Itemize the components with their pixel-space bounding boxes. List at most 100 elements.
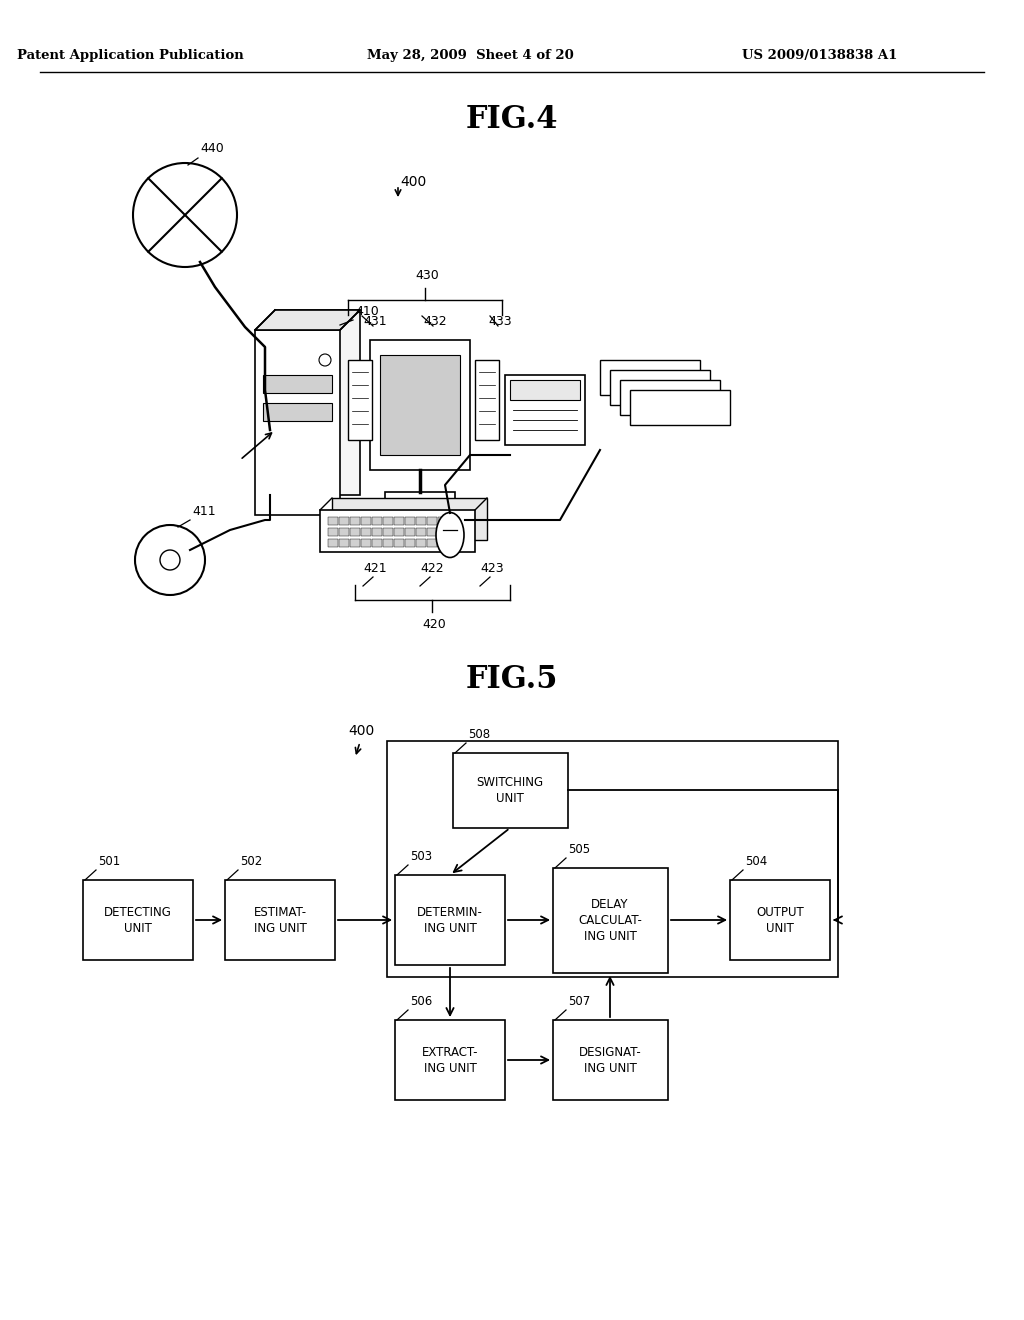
Text: 411: 411 xyxy=(193,506,216,517)
Bar xyxy=(394,517,404,525)
Bar xyxy=(394,539,404,546)
Text: FIG.5: FIG.5 xyxy=(466,664,558,696)
Bar xyxy=(372,517,382,525)
Bar xyxy=(600,360,700,395)
Bar xyxy=(427,528,437,536)
Text: 440: 440 xyxy=(200,143,224,154)
Bar xyxy=(416,539,426,546)
Bar xyxy=(427,517,437,525)
Bar xyxy=(328,528,338,536)
Bar xyxy=(510,380,580,400)
Text: 504: 504 xyxy=(745,855,767,869)
Text: 433: 433 xyxy=(488,315,512,327)
Bar xyxy=(438,517,449,525)
Bar xyxy=(339,517,349,525)
Text: 430: 430 xyxy=(415,269,439,282)
Text: Patent Application Publication: Patent Application Publication xyxy=(16,49,244,62)
Bar xyxy=(406,539,415,546)
Text: DELAY
CALCULAT-
ING UNIT: DELAY CALCULAT- ING UNIT xyxy=(579,898,642,942)
Text: May 28, 2009  Sheet 4 of 20: May 28, 2009 Sheet 4 of 20 xyxy=(367,49,573,62)
Bar xyxy=(328,539,338,546)
Bar xyxy=(263,403,332,421)
Text: US 2009/0138838 A1: US 2009/0138838 A1 xyxy=(742,49,898,62)
Bar xyxy=(383,517,393,525)
Bar xyxy=(406,517,415,525)
Text: 505: 505 xyxy=(568,843,590,855)
Text: FIG.4: FIG.4 xyxy=(466,104,558,136)
Text: 400: 400 xyxy=(400,176,426,189)
Bar xyxy=(350,517,360,525)
Bar xyxy=(83,880,193,960)
Bar xyxy=(427,539,437,546)
Bar xyxy=(339,539,349,546)
Bar xyxy=(350,539,360,546)
Bar xyxy=(361,517,371,525)
Text: 421: 421 xyxy=(364,562,387,576)
Bar xyxy=(395,875,505,965)
Bar xyxy=(370,341,470,470)
Bar xyxy=(449,528,459,536)
Bar xyxy=(630,389,730,425)
Bar xyxy=(263,375,332,393)
Bar xyxy=(610,370,710,405)
Bar xyxy=(394,528,404,536)
Text: ESTIMAT-
ING UNIT: ESTIMAT- ING UNIT xyxy=(253,906,306,935)
Text: 431: 431 xyxy=(364,315,387,327)
Bar xyxy=(319,510,475,552)
Bar xyxy=(406,528,415,536)
Text: 507: 507 xyxy=(568,995,590,1008)
Bar xyxy=(225,880,335,960)
Bar xyxy=(416,528,426,536)
Bar xyxy=(255,330,340,515)
Text: 508: 508 xyxy=(468,729,490,741)
Bar xyxy=(475,360,499,440)
Bar xyxy=(328,517,338,525)
Text: OUTPUT
UNIT: OUTPUT UNIT xyxy=(756,906,804,935)
Text: DESIGNAT-
ING UNIT: DESIGNAT- ING UNIT xyxy=(579,1045,641,1074)
Bar xyxy=(449,517,459,525)
Circle shape xyxy=(135,525,205,595)
Text: 423: 423 xyxy=(480,562,504,576)
Circle shape xyxy=(160,550,180,570)
Text: 501: 501 xyxy=(98,855,120,869)
Text: 503: 503 xyxy=(410,850,432,863)
Bar xyxy=(438,539,449,546)
Text: 502: 502 xyxy=(240,855,262,869)
Bar xyxy=(620,380,720,414)
Polygon shape xyxy=(255,310,360,330)
Bar xyxy=(275,310,360,495)
Bar xyxy=(350,528,360,536)
Text: 420: 420 xyxy=(422,618,445,631)
Bar xyxy=(361,539,371,546)
Bar xyxy=(505,375,585,445)
Ellipse shape xyxy=(436,512,464,557)
Bar xyxy=(385,492,455,510)
Text: 432: 432 xyxy=(423,315,446,327)
Bar xyxy=(387,741,838,977)
Bar xyxy=(438,528,449,536)
Text: DETECTING
UNIT: DETECTING UNIT xyxy=(104,906,172,935)
Text: 422: 422 xyxy=(420,562,443,576)
Text: 410: 410 xyxy=(355,305,379,318)
Bar xyxy=(730,880,830,960)
Bar xyxy=(553,1020,668,1100)
Text: 400: 400 xyxy=(348,723,374,738)
Text: EXTRACT-
ING UNIT: EXTRACT- ING UNIT xyxy=(422,1045,478,1074)
Text: DETERMIN-
ING UNIT: DETERMIN- ING UNIT xyxy=(417,906,483,935)
Bar xyxy=(395,1020,505,1100)
Bar xyxy=(361,528,371,536)
Circle shape xyxy=(319,354,331,366)
Text: SWITCHING
UNIT: SWITCHING UNIT xyxy=(476,776,544,804)
Bar xyxy=(416,517,426,525)
Bar xyxy=(348,360,372,440)
Bar xyxy=(380,355,460,455)
Bar xyxy=(339,528,349,536)
Bar xyxy=(383,539,393,546)
Bar xyxy=(372,528,382,536)
Bar xyxy=(383,528,393,536)
Bar xyxy=(332,498,487,540)
Text: 506: 506 xyxy=(410,995,432,1008)
Bar xyxy=(553,869,668,973)
Bar xyxy=(449,539,459,546)
Bar xyxy=(453,752,568,828)
